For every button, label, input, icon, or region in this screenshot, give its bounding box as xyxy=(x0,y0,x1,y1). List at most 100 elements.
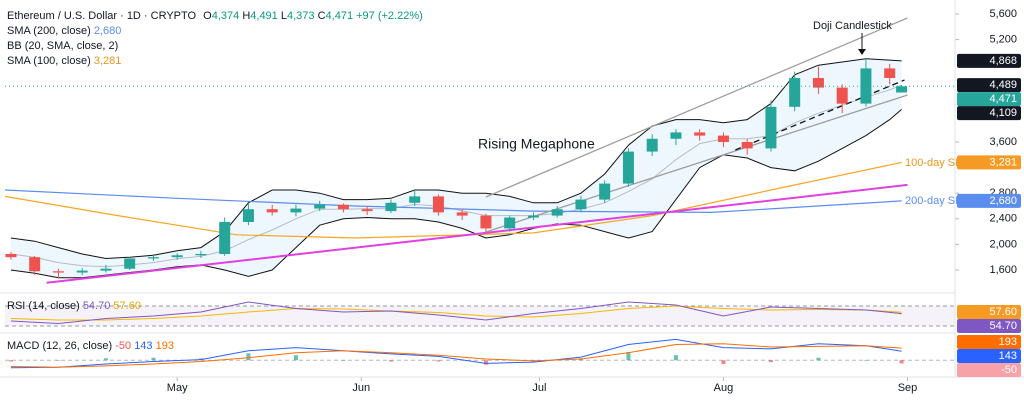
macd-histogram-bar xyxy=(8,360,13,362)
candle-body xyxy=(385,202,397,212)
symbol-title: Ethereum / U.S. Dollar · 1D · CRYPTO xyxy=(7,10,197,22)
candle-body xyxy=(124,258,136,269)
trendline xyxy=(485,94,908,233)
candle-body xyxy=(480,215,492,229)
price-label-box xyxy=(957,92,1021,107)
y-tick-label: 5,200 xyxy=(989,34,1017,46)
price-label-box xyxy=(957,319,1021,333)
legend-name: RSI (14, close) xyxy=(7,300,80,312)
macd-histogram-bar xyxy=(673,355,678,361)
legend-entry: RSI (14, close) 54.70 57.60 xyxy=(7,300,141,312)
y-tick-label: 5,600 xyxy=(989,8,1017,20)
legend-entry: SMA (100, close) 3,281 xyxy=(7,55,121,67)
trendline xyxy=(735,79,905,151)
candle-body xyxy=(266,209,278,213)
price-label: 3,281 xyxy=(989,156,1017,168)
trendline xyxy=(46,183,908,284)
candle-body xyxy=(694,132,706,136)
price-label: 4,471 xyxy=(989,93,1017,105)
macd-histogram-bar xyxy=(721,360,726,365)
legend-value: 54.70 xyxy=(83,300,111,312)
ohlc-value: 4,491 xyxy=(250,10,278,22)
legend-value: 2,680 xyxy=(94,25,122,37)
price-label: 2,680 xyxy=(989,195,1017,207)
candle-body xyxy=(622,151,634,184)
annotation: 100-day SMA xyxy=(905,157,972,169)
header: Ethereum / U.S. Dollar · 1D · CRYPTO O4,… xyxy=(7,10,423,22)
ohlc-key: H xyxy=(242,10,250,22)
candle-body xyxy=(195,253,207,256)
trendline xyxy=(485,17,908,198)
macd-histogram-bar xyxy=(388,360,393,362)
candle-body xyxy=(765,106,777,149)
legend-entry: BB (20, SMA, close, 2) xyxy=(7,40,118,52)
legend-value: 57.60 xyxy=(113,300,141,312)
annotation: Doji Candlestick xyxy=(813,20,892,32)
sma-line xyxy=(4,189,902,214)
macd-histogram-bar xyxy=(899,360,904,364)
macd-histogram-bar xyxy=(341,360,346,361)
macd-histogram-bar xyxy=(246,353,251,361)
legend-name: SMA (200, close) xyxy=(7,25,91,37)
price-label-box xyxy=(957,363,1021,377)
candle-body xyxy=(361,209,373,212)
ohlc-value: 4,373 xyxy=(287,10,315,22)
legend-name: SMA (100, close) xyxy=(7,55,91,67)
candle-body xyxy=(812,78,824,88)
price-label: 143 xyxy=(999,350,1017,362)
candle-body xyxy=(717,135,729,143)
x-tick-label: Sep xyxy=(898,382,918,394)
candle-body xyxy=(290,208,302,213)
rsi-line xyxy=(10,305,902,321)
candle-body xyxy=(789,78,801,107)
candle-body xyxy=(504,217,516,229)
x-tick-label: Jul xyxy=(532,382,546,394)
macd-histogram-bar xyxy=(293,355,298,361)
macd-histogram-bar xyxy=(483,360,488,365)
bollinger-upper xyxy=(10,58,902,260)
macd-histogram-bar xyxy=(816,357,821,361)
candle-body xyxy=(551,209,563,216)
legend-value: 3,281 xyxy=(94,55,122,67)
candle-body xyxy=(337,204,349,210)
ohlc-value: 4,374 xyxy=(212,10,240,22)
candle-body xyxy=(219,221,231,254)
ohlc-value: 4,471 xyxy=(326,10,354,22)
price-label-box xyxy=(957,349,1021,363)
candle-body xyxy=(527,215,539,218)
legend-entry: MACD (12, 26, close) -50 143 193 xyxy=(7,340,174,352)
ohlc-key: O xyxy=(203,10,212,22)
price-label-box xyxy=(957,335,1021,349)
candle-body xyxy=(52,271,64,273)
price-label: 4,489 xyxy=(989,79,1017,91)
rsi-line xyxy=(10,301,902,325)
sma-line xyxy=(4,161,902,239)
candle-body xyxy=(242,209,254,222)
macd-histogram-bar xyxy=(103,358,108,361)
price-label-box xyxy=(957,305,1021,319)
price-label: -50 xyxy=(1001,364,1017,376)
x-tick-label: Aug xyxy=(714,382,734,394)
x-tick-label: Jun xyxy=(352,382,370,394)
candle-body xyxy=(314,204,326,209)
legend-name: BB (20, SMA, close, 2) xyxy=(7,40,118,52)
candle-body xyxy=(670,132,682,139)
candle-body xyxy=(896,86,908,93)
candle-body xyxy=(171,255,183,258)
y-tick-label: 3,600 xyxy=(989,136,1017,148)
candle-body xyxy=(575,199,587,210)
macd-histogram-bar xyxy=(56,360,61,361)
price-label: 54.70 xyxy=(989,320,1017,332)
macd-histogram-bar xyxy=(863,360,868,361)
y-tick-label: 2,000 xyxy=(989,238,1017,250)
candle-body xyxy=(456,212,468,216)
price-label-box xyxy=(957,193,1021,208)
macd-histogram-bar xyxy=(151,357,156,361)
ohlc-key: C xyxy=(318,10,326,22)
candle-body xyxy=(5,253,17,258)
price-label: 57.60 xyxy=(989,306,1017,318)
annotation: 200-day SMA xyxy=(905,195,972,207)
x-tick-label: May xyxy=(167,382,188,394)
